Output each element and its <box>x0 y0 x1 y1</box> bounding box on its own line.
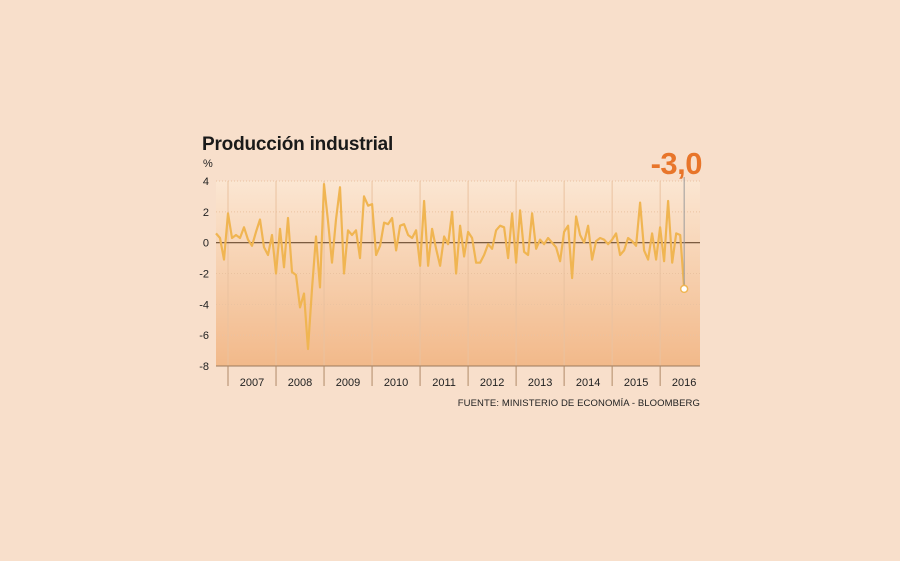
x-tick-label: 2012 <box>480 377 504 389</box>
x-tick-label: 2008 <box>288 377 312 389</box>
x-tick-label: 2011 <box>432 377 456 389</box>
x-tick-label: 2015 <box>624 377 648 389</box>
y-tick-label: 4 <box>203 176 209 188</box>
y-tick-label: 2 <box>203 207 209 219</box>
x-tick-label: 2007 <box>240 377 264 389</box>
latest-point-marker <box>679 284 689 294</box>
y-tick-label: -2 <box>199 269 209 281</box>
y-tick-label: -6 <box>199 330 209 342</box>
x-tick-label: 2014 <box>576 377 600 389</box>
x-tick-label: 2013 <box>528 377 552 389</box>
y-tick-label: -8 <box>199 361 209 373</box>
x-tick-label: 2009 <box>336 377 360 389</box>
y-tick-label: -4 <box>199 299 209 311</box>
x-tick-label: 2016 <box>672 377 696 389</box>
latest-value-callout: -3,0 <box>650 146 703 181</box>
y-axis-unit-label: % <box>203 158 213 170</box>
y-tick-label: 0 <box>203 238 209 250</box>
series-line <box>215 183 686 351</box>
plot-background <box>216 181 700 366</box>
x-tick-label: 2010 <box>384 377 408 389</box>
chart-title: Producción industrial <box>202 134 394 155</box>
source-note: FUENTE: MINISTERIO DE ECONOMÍA - BLOOMBE… <box>457 398 700 409</box>
